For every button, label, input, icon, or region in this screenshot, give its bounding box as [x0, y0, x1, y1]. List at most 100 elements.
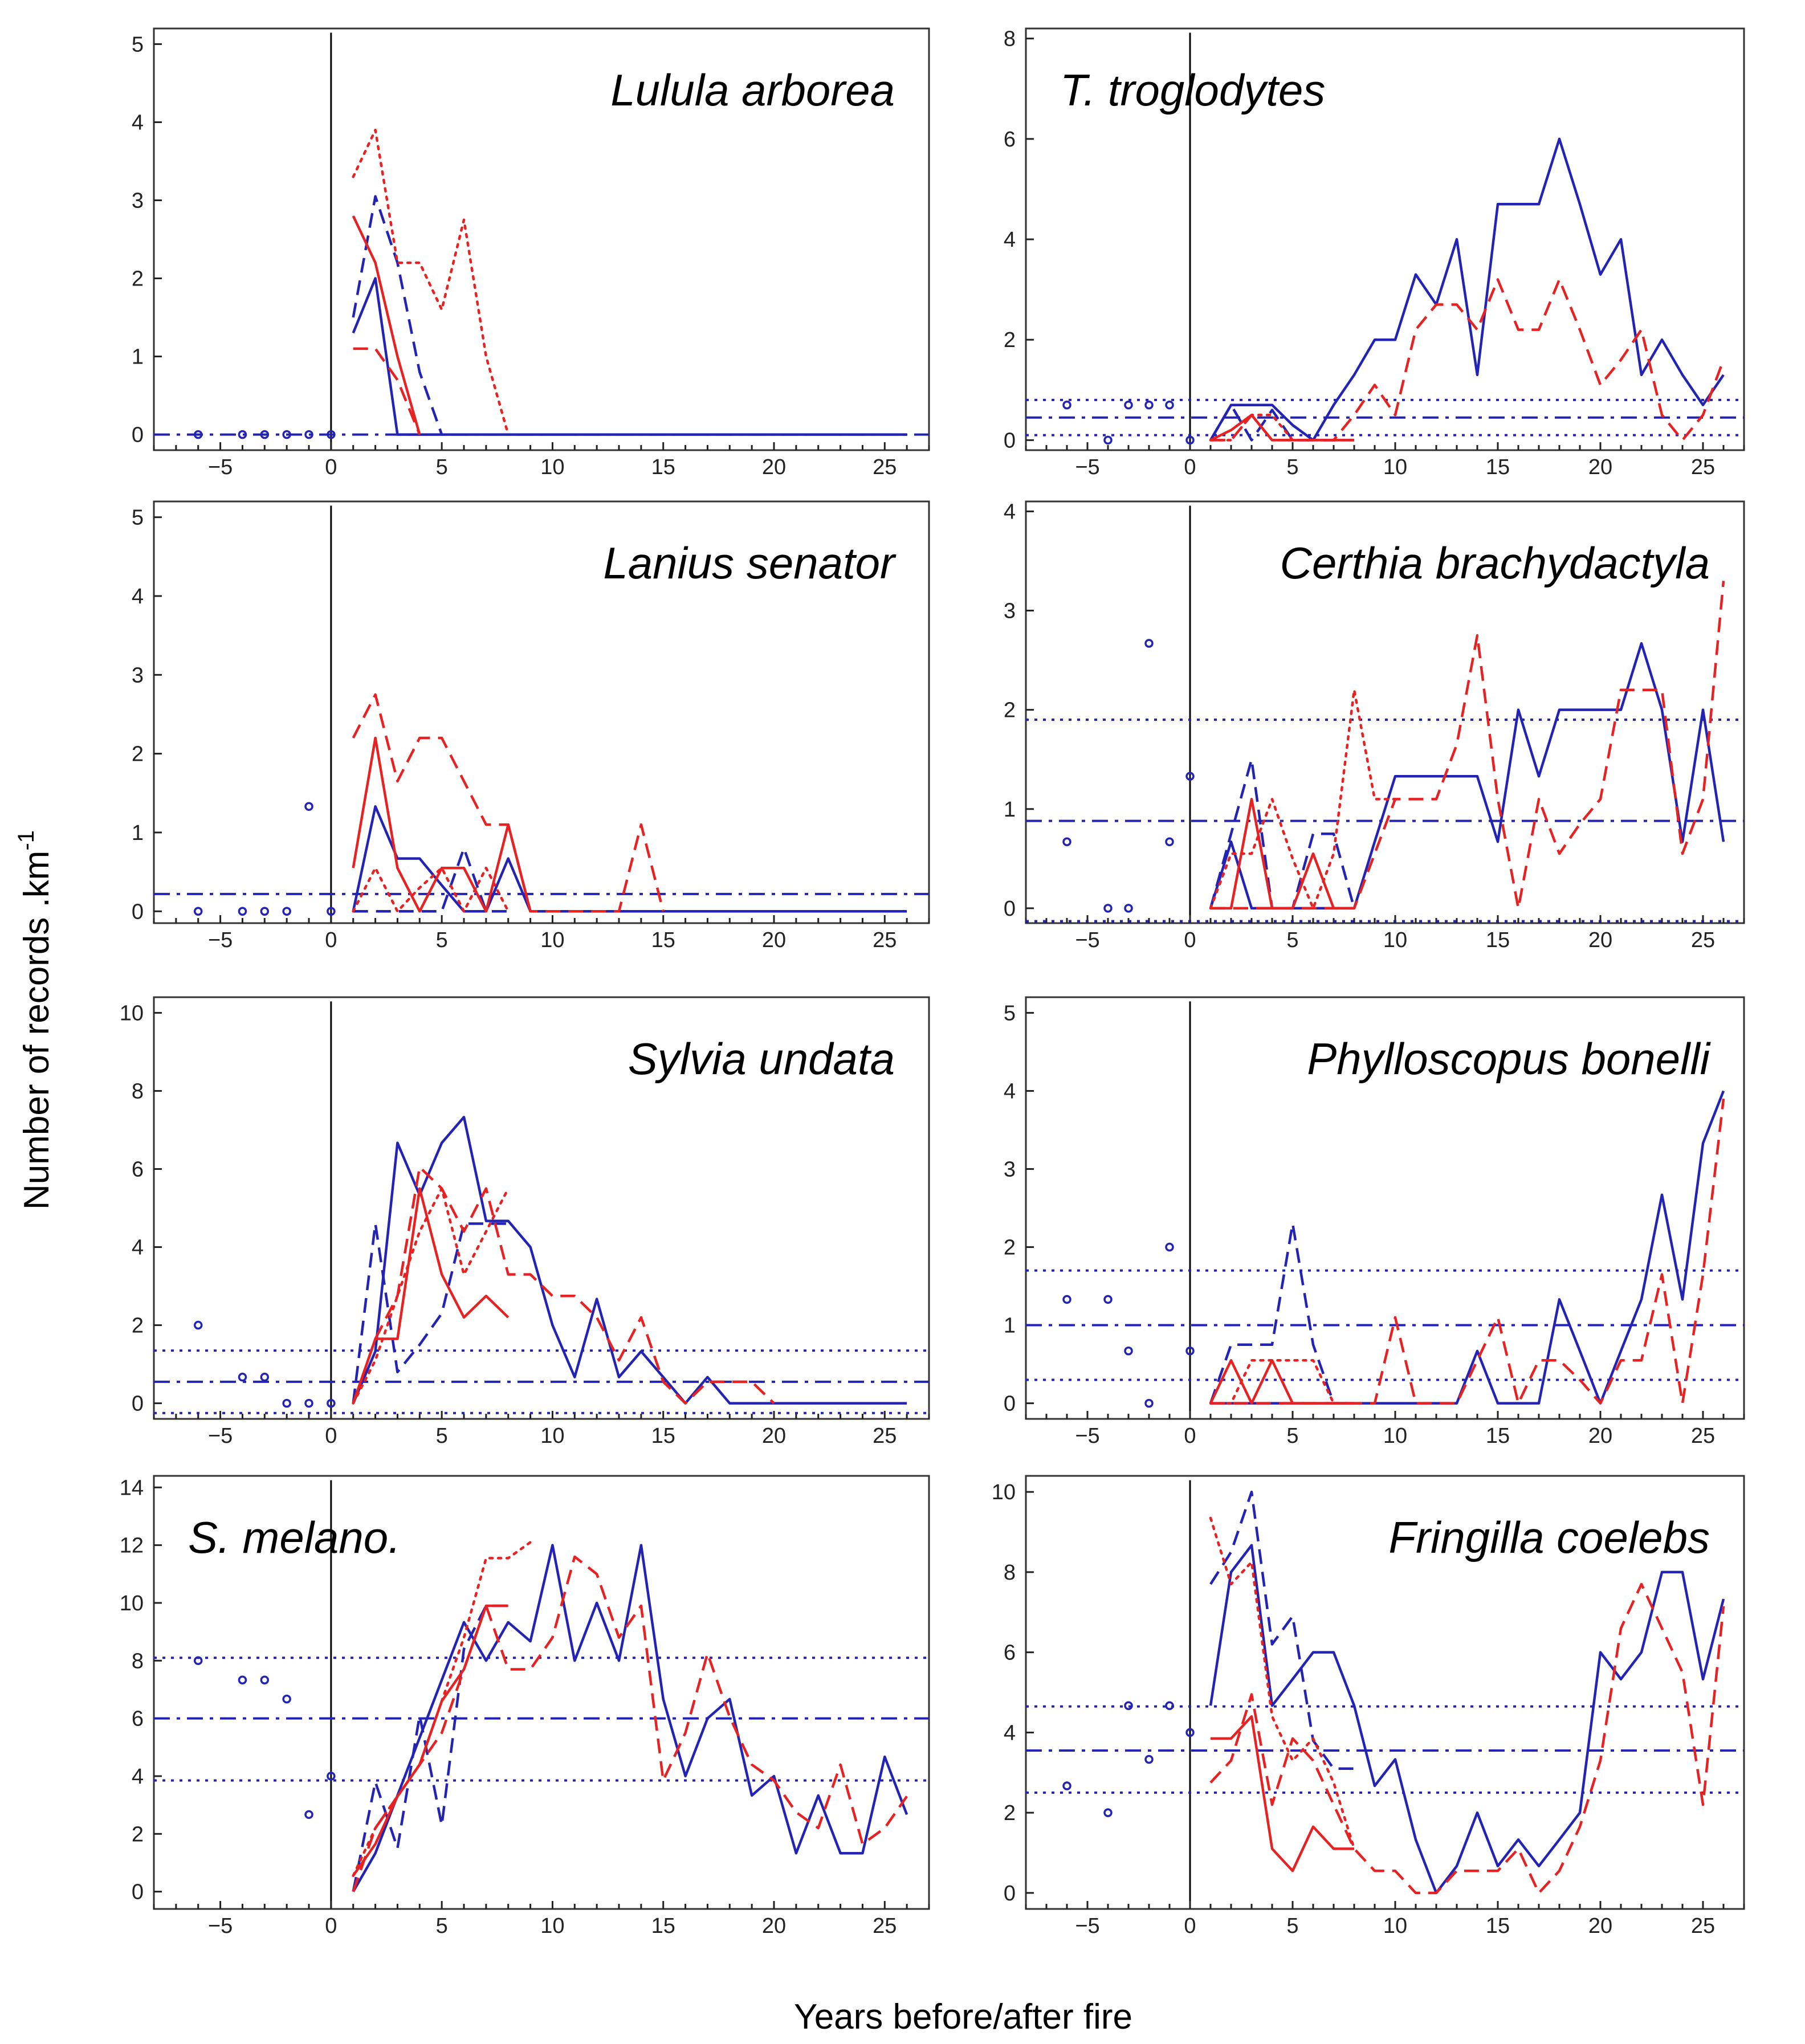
x-tick-label: 20 [762, 1914, 786, 1938]
series-blue-solid [1209, 1544, 1725, 1895]
species-title: Sylvia undata [628, 1034, 895, 1084]
x-tick-label: 10 [1383, 1914, 1407, 1938]
y-tick-label: 0 [132, 1392, 144, 1416]
x-tick-label: −5 [208, 1914, 233, 1938]
y-tick-label: 0 [1004, 1392, 1016, 1416]
series-red-dashed [353, 347, 421, 435]
pre-fire-point [1185, 772, 1195, 781]
y-tick-label: 0 [1004, 1882, 1016, 1906]
x-tick-label: 15 [1486, 1424, 1510, 1448]
panel-1: −5 0 5 10 15 20 25 0 1 2 3 4 5 Lulula arborea [132, 27, 930, 479]
y-tick-label: 0 [132, 423, 144, 447]
pre-fire-point [1165, 1242, 1174, 1252]
pre-fire-point [193, 1320, 203, 1330]
y-axis-title: Number of records .km-1 [14, 830, 56, 1210]
x-tick-label: 20 [1588, 928, 1612, 952]
x-tick-label: 5 [1286, 455, 1298, 479]
pre-fire-point [1062, 1781, 1071, 1790]
y-tick-label: 6 [132, 1707, 144, 1731]
pre-fire-point [282, 907, 291, 916]
panel-5: −5 0 5 10 15 20 25 0 2 4 6 8 10 Sylvia undata [120, 996, 930, 1448]
pre-fire-point [1124, 904, 1133, 913]
species-title: Phylloscopus bonelli [1307, 1034, 1711, 1084]
pre-fire-point [327, 430, 336, 439]
x-tick-label: 25 [873, 928, 897, 952]
x-tick-label: 20 [762, 1424, 786, 1448]
series-blue-dashed [1209, 1490, 1354, 1770]
y-tick-label: 4 [132, 1765, 144, 1789]
species-title: Fringilla coelebs [1388, 1512, 1710, 1562]
y-tick-label: 2 [1004, 699, 1016, 723]
y-tick-label: 8 [1004, 27, 1016, 51]
y-tick-label: 0 [1004, 429, 1016, 452]
x-tick-label: 25 [1691, 1914, 1715, 1938]
y-tick-label: 2 [1004, 1236, 1016, 1260]
y-tick-label: 0 [132, 900, 144, 924]
series-red-dotted [1209, 1358, 1356, 1405]
y-tick-label: 12 [120, 1534, 144, 1558]
pre-fire-point [238, 1675, 247, 1684]
pre-fire-point [282, 430, 291, 439]
series-red-dotted [352, 1541, 532, 1877]
y-tick-label: 4 [1004, 228, 1016, 252]
y-tick-label: 3 [1004, 1157, 1016, 1181]
pre-fire-point [327, 907, 336, 916]
y-tick-label: 10 [120, 1592, 144, 1615]
y-tick-label: 5 [132, 506, 144, 530]
y-tick-label: 4 [1004, 500, 1016, 524]
x-tick-label: 5 [1286, 1914, 1298, 1938]
series-red-dashed [1211, 581, 1725, 910]
pre-fire-point [260, 907, 270, 916]
x-tick-label: −5 [208, 455, 233, 479]
y-tick-label: 5 [132, 32, 144, 56]
panel-frame [1025, 996, 1745, 1420]
y-tick-label: 8 [132, 1079, 144, 1103]
pre-fire-point [1185, 435, 1195, 445]
series-red-dotted [1209, 414, 1356, 442]
y-tick-label: 6 [1004, 1641, 1016, 1665]
y-tick-label: 8 [132, 1649, 144, 1673]
x-tick-label: 5 [436, 455, 448, 479]
y-tick-label: 2 [132, 1314, 144, 1338]
series-red-solid [352, 736, 532, 913]
x-tick-label: 5 [1286, 1424, 1298, 1448]
x-tick-label: 0 [325, 455, 337, 479]
series-red-dotted [1209, 1516, 1356, 1850]
pre-fire-point [282, 1694, 291, 1704]
y-tick-label: 1 [132, 821, 144, 845]
y-tick-label: 4 [1004, 1079, 1016, 1103]
y-tick-label: 1 [132, 345, 144, 369]
x-tick-label: −5 [208, 1424, 233, 1448]
pre-fire-point [1185, 1728, 1195, 1737]
x-tick-label: 0 [1184, 928, 1196, 952]
series-blue-solid [1209, 137, 1725, 442]
y-tick-label: 1 [1004, 798, 1016, 822]
y-tick-label: 6 [1004, 128, 1016, 152]
x-tick-label: 25 [873, 1424, 897, 1448]
pre-fire-point [238, 907, 247, 916]
x-tick-label: 5 [1286, 928, 1298, 952]
pre-fire-point [1124, 1347, 1133, 1356]
pre-fire-point [1165, 400, 1174, 410]
pre-fire-point [304, 802, 313, 811]
pre-fire-point [260, 430, 270, 439]
y-axis-title-sup: -1 [14, 830, 39, 851]
pre-fire-point [1103, 904, 1113, 913]
x-tick-label: 20 [1588, 1914, 1612, 1938]
y-tick-label: 3 [1004, 599, 1016, 623]
pre-fire-point [1165, 837, 1174, 846]
panel-7: −5 0 5 10 15 20 25 0 2 4 6 8 10 12 14 S. melano. [120, 1475, 930, 1938]
pre-fire-point [327, 1772, 336, 1781]
species-title: T. troglodytes [1060, 65, 1325, 115]
x-tick-label: 15 [651, 928, 675, 952]
series-red-dotted [352, 128, 510, 436]
x-tick-label: 20 [1588, 455, 1612, 479]
pre-fire-point [1103, 1295, 1113, 1304]
x-tick-label: 25 [1691, 928, 1715, 952]
series-red-dashed [1211, 278, 1725, 442]
series-red-solid [352, 1604, 508, 1876]
pre-fire-point [304, 430, 313, 439]
series-blue-dashed [352, 1222, 508, 1404]
x-tick-label: 20 [1588, 1424, 1612, 1448]
